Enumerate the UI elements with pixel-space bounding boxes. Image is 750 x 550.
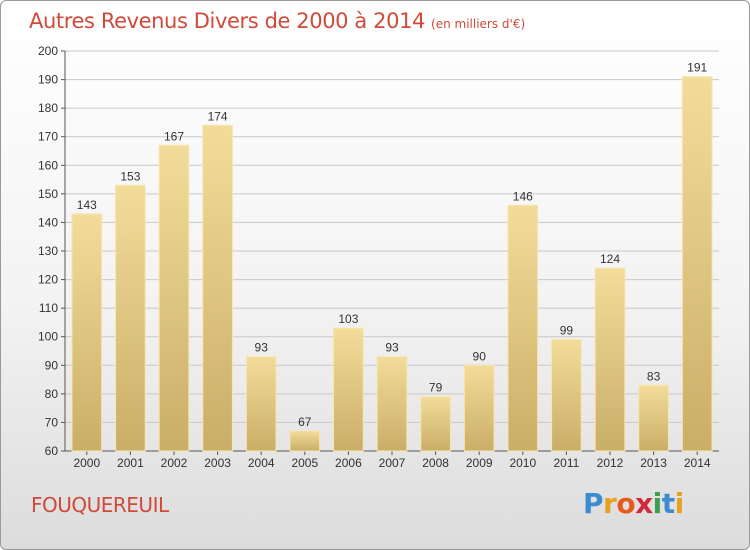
- bar-2010: [507, 204, 539, 452]
- value-label-2014: 191: [687, 61, 707, 75]
- chart-title: Autres Revenus Divers de 2000 à 2014 (en …: [29, 9, 525, 33]
- value-label-2002: 167: [164, 129, 184, 143]
- y-tick-label: 90: [45, 358, 59, 372]
- bar-2002: [158, 144, 190, 452]
- bar-2009: [463, 364, 495, 452]
- value-label-2004: 93: [255, 341, 269, 355]
- value-label-2000: 143: [77, 198, 97, 212]
- value-label-2013: 83: [647, 369, 661, 383]
- logo-letter: o: [616, 487, 636, 520]
- x-tick-label-2001: 2001: [117, 456, 144, 470]
- x-tick-label-2005: 2005: [291, 456, 318, 470]
- x-tick-label-2008: 2008: [422, 456, 449, 470]
- x-tick-label-2011: 2011: [553, 456, 579, 470]
- bar-2001: [115, 184, 146, 452]
- value-label-2001: 153: [120, 169, 140, 183]
- value-labels: 143 153 167 174 93 67 103 93 79 90 146 99 124 83 191: [77, 61, 708, 429]
- bar-2004: [245, 356, 277, 452]
- logo-letter: i: [674, 487, 685, 520]
- chart-title-text: Autres Revenus Divers de 2000 à 2014: [29, 9, 426, 33]
- bar-2003: [202, 124, 233, 452]
- value-label-2012: 124: [600, 252, 620, 266]
- value-label-2005: 67: [298, 415, 312, 429]
- y-tick-label: 180: [38, 101, 58, 115]
- bar-2014: [681, 76, 713, 452]
- x-tick-label-2012: 2012: [597, 456, 624, 470]
- value-label-2009: 90: [473, 349, 487, 363]
- commune-name: FOUQUEREUIL: [31, 493, 169, 517]
- y-tick-label: 130: [38, 244, 58, 258]
- x-tick-label-2002: 2002: [161, 456, 188, 470]
- bars: [71, 76, 713, 452]
- y-tick-label: 60: [45, 444, 59, 458]
- y-tick-label: 150: [38, 187, 58, 201]
- y-tick-label: 110: [39, 301, 58, 315]
- chart-subtitle: (en milliers d'€): [431, 17, 526, 31]
- bar-2000: [71, 213, 103, 452]
- value-label-2003: 174: [208, 109, 228, 123]
- value-label-2006: 103: [338, 312, 358, 326]
- logo-letter: r: [603, 487, 617, 520]
- value-label-2007: 93: [385, 341, 399, 355]
- y-tick-label: 190: [38, 73, 58, 87]
- y-tick-label: 100: [38, 330, 58, 344]
- x-tick-label-2009: 2009: [466, 456, 493, 470]
- value-label-2010: 146: [513, 189, 533, 203]
- bar-2006: [333, 327, 364, 452]
- x-tick-label-2007: 2007: [379, 456, 406, 470]
- bar-2013: [638, 384, 669, 452]
- bar-2008: [420, 396, 451, 452]
- logo-letter: i: [652, 487, 663, 520]
- x-tick-label-2000: 2000: [73, 456, 100, 470]
- proxiti-logo[interactable]: Proxiti: [583, 487, 684, 520]
- x-tick-label-2014: 2014: [684, 456, 711, 470]
- value-label-2011: 99: [560, 324, 574, 338]
- x-tick-label-2006: 2006: [335, 456, 362, 470]
- bar-2011: [551, 339, 582, 452]
- y-tick-label: 80: [45, 387, 59, 401]
- y-tick-label: 200: [38, 44, 58, 58]
- y-tick-label: 70: [45, 415, 59, 429]
- x-tick-label-2010: 2010: [509, 456, 536, 470]
- bar-2012: [594, 267, 626, 452]
- y-tick-label: 140: [38, 215, 58, 229]
- x-tick-label-2003: 2003: [204, 456, 231, 470]
- logo-letter: x: [635, 487, 653, 520]
- logo-letter: P: [583, 487, 604, 520]
- y-tick-label: 170: [38, 130, 58, 144]
- bar-2007: [376, 356, 408, 452]
- y-tick-label: 160: [38, 158, 58, 172]
- bar-2005: [289, 430, 321, 452]
- x-tick-label-2013: 2013: [640, 456, 667, 470]
- value-label-2008: 79: [429, 381, 443, 395]
- y-tick-label: 120: [38, 273, 58, 287]
- x-tick-label-2004: 2004: [248, 456, 275, 470]
- logo-letter: t: [661, 487, 675, 520]
